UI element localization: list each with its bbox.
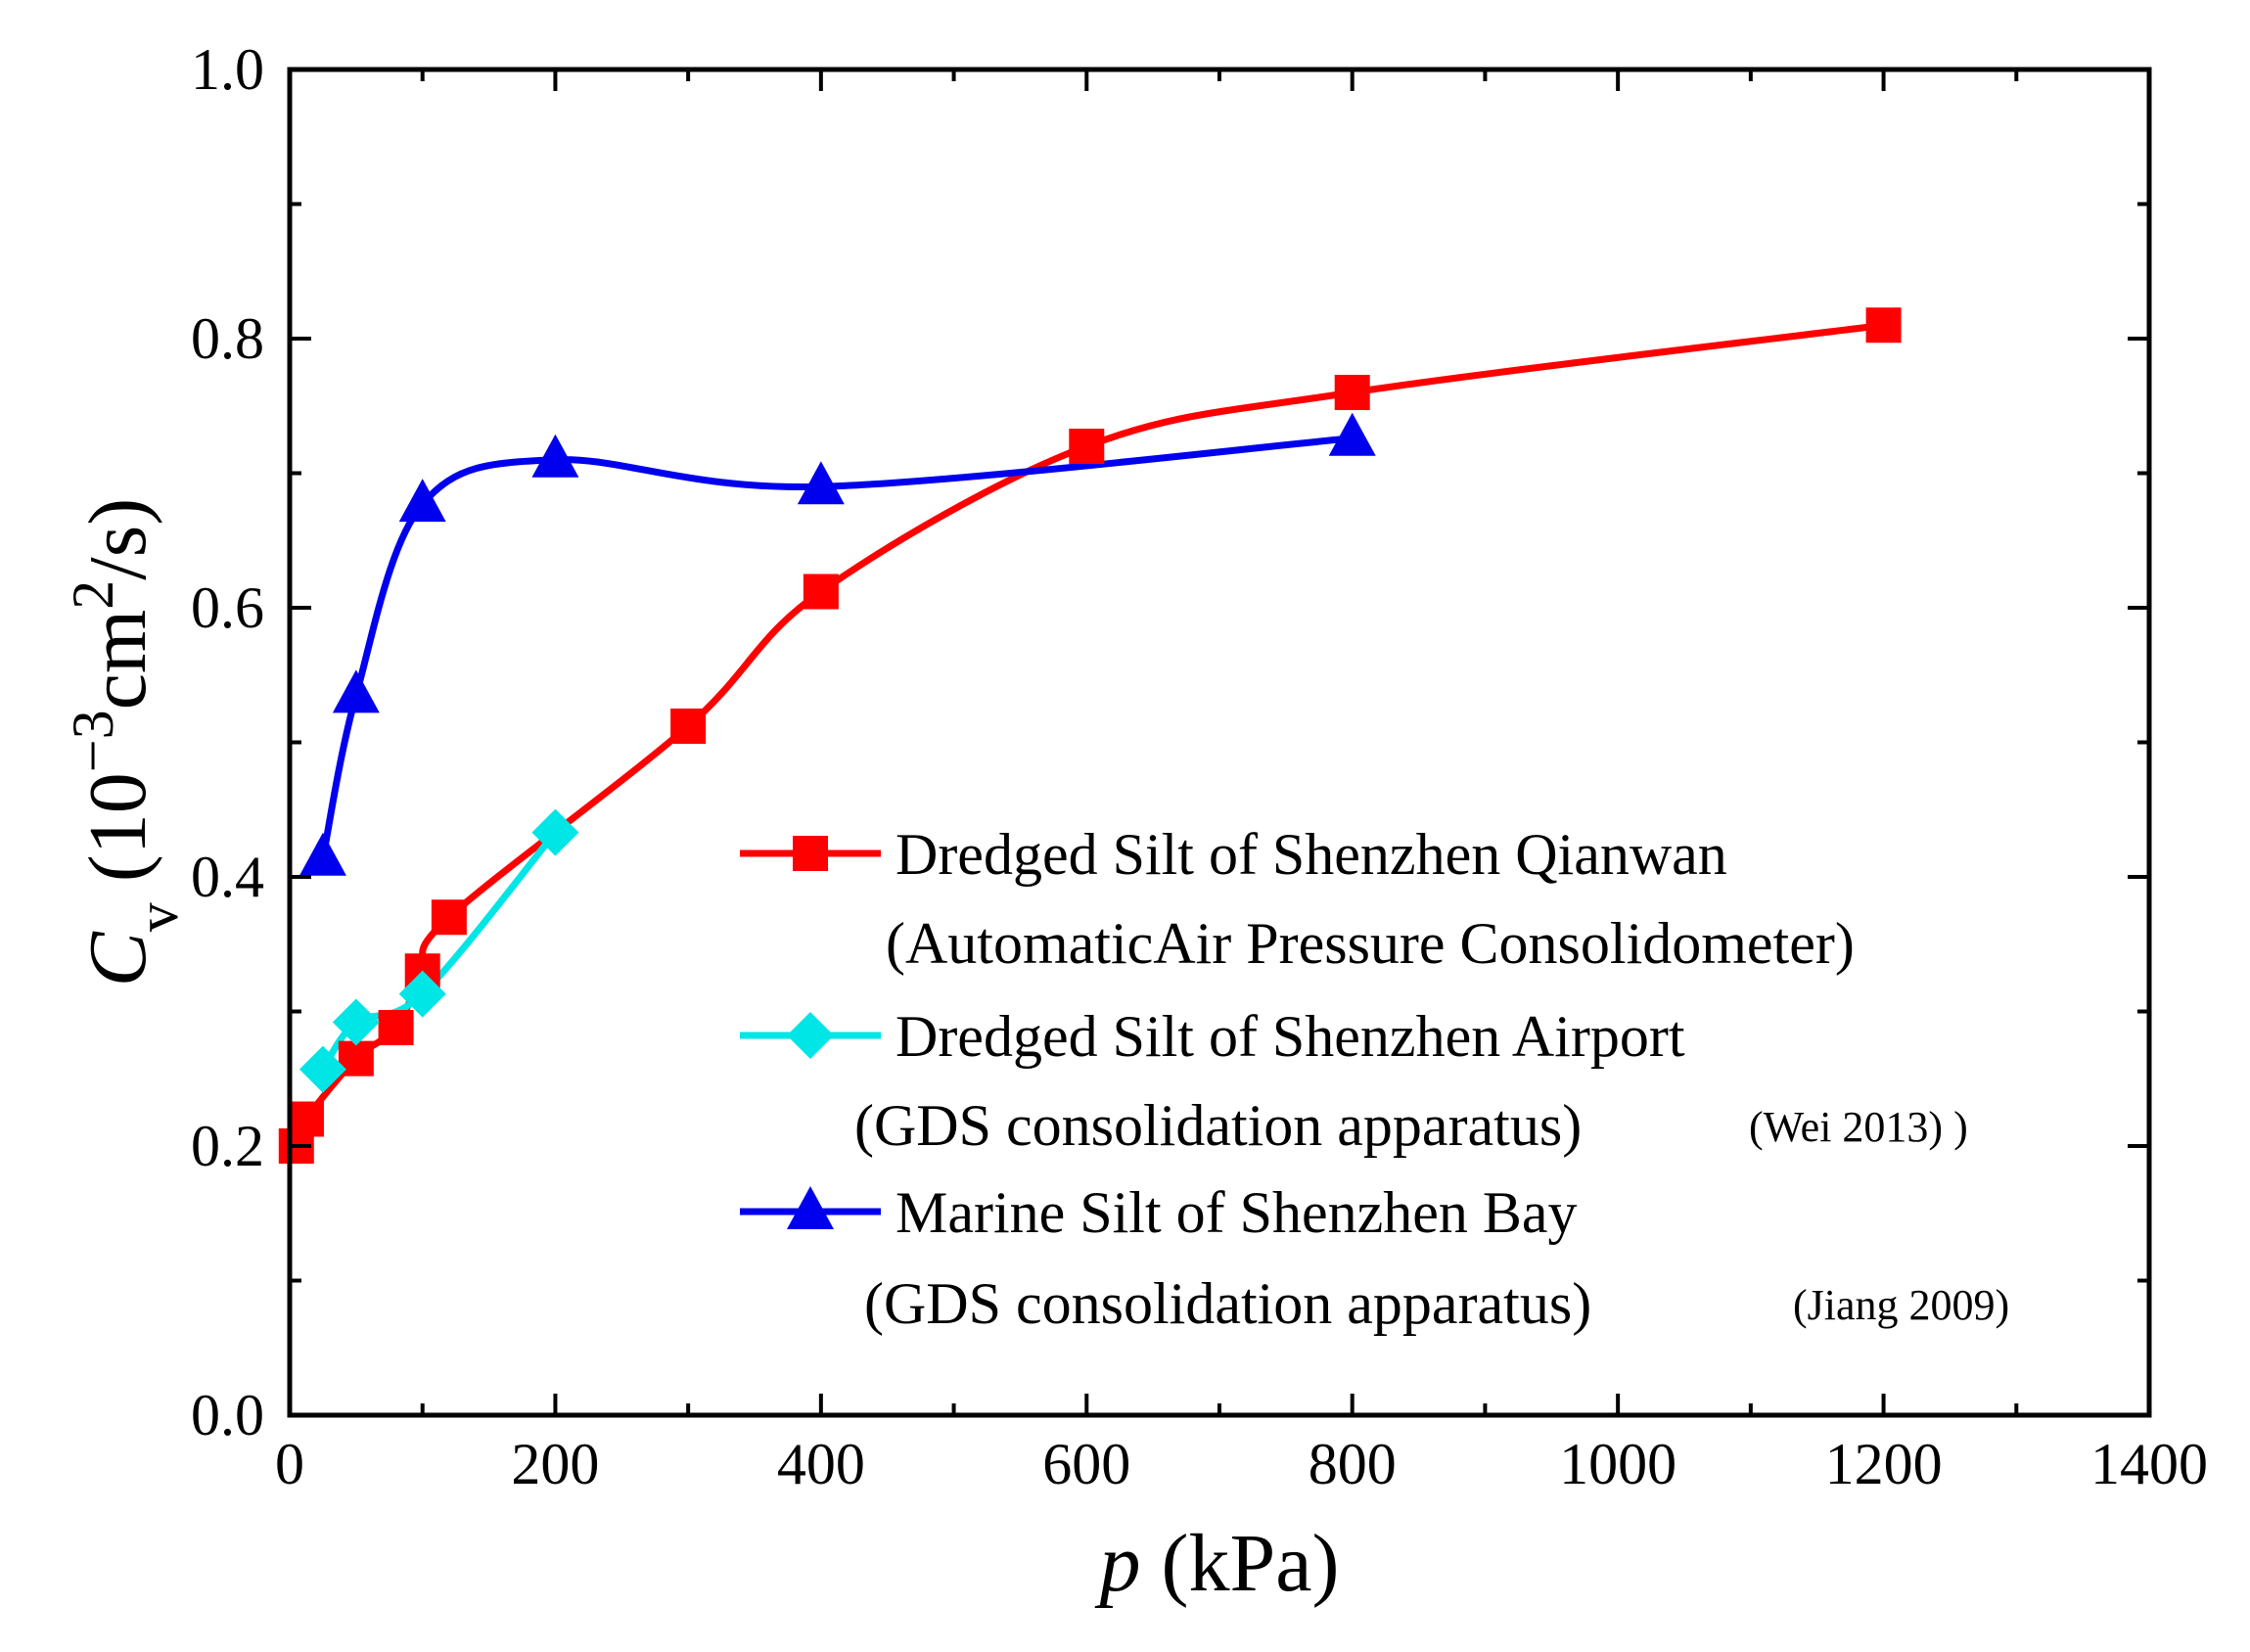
- legend: Dredged Silt of Shenzhen Qianwan (Automa…: [740, 822, 2009, 1336]
- data-point-airport: [332, 998, 380, 1046]
- y-tick-label: 0.2: [191, 1114, 264, 1178]
- data-point-qianwan: [1865, 307, 1902, 344]
- x-tick-label: 1400: [2090, 1432, 2208, 1496]
- y-axis-title: Cv (10−3cm2/s): [61, 498, 190, 987]
- data-point-qianwan: [1334, 375, 1370, 410]
- x-axis-title: p (kPa): [1095, 1518, 1340, 1609]
- data-point-qianwan: [288, 1101, 324, 1137]
- legend-marker-airport: [787, 1012, 834, 1059]
- data-point-bay: [531, 434, 579, 478]
- legend-note-qianwan: (AutomaticAir Pressure Consolidometer): [886, 911, 1855, 976]
- y-tick-label: 0.4: [191, 845, 264, 909]
- legend-citation-bay: (Jiang 2009): [1793, 1281, 2009, 1329]
- y-axis-title-exponent: −3: [61, 710, 125, 772]
- legend-label-airport: Dredged Silt of Shenzhen Airport: [895, 1004, 1685, 1069]
- legend-label-qianwan: Dredged Silt of Shenzhen Qianwan: [895, 822, 1727, 887]
- x-tick-label: 600: [1042, 1432, 1130, 1496]
- x-tick-label: 0: [275, 1432, 304, 1496]
- data-point-airport: [398, 970, 446, 1018]
- legend-note-airport: (GDS consolidation apparatus): [854, 1093, 1582, 1158]
- data-point-qianwan: [431, 899, 467, 936]
- tick-labels: 0 200 400 600 800 1000 1200 1400 0.0 0.2 0.4 0.6 0.8…: [191, 37, 2208, 1496]
- legend-note-bay: (GDS consolidation apparatus): [864, 1271, 1591, 1336]
- y-tick-label: 1.0: [191, 37, 264, 102]
- x-tick-label: 1200: [1825, 1432, 1943, 1496]
- x-axis-title-unit: (kPa): [1141, 1518, 1340, 1609]
- legend-marker-qianwan: [793, 836, 828, 871]
- data-point-qianwan: [803, 574, 839, 610]
- legend-marker-bay: [787, 1186, 834, 1229]
- x-tick-label: 400: [777, 1432, 865, 1496]
- legend-label-bay: Marine Silt of Shenzhen Bay: [895, 1180, 1578, 1245]
- data-point-qianwan: [378, 1010, 414, 1045]
- y-axis-title-subscript: v: [125, 902, 190, 932]
- y-axis-title-square: 2: [61, 580, 125, 610]
- data-point-bay: [332, 669, 380, 713]
- axis-ticks: [288, 68, 2151, 1417]
- x-tick-label: 1000: [1559, 1432, 1676, 1496]
- y-axis-title-text3: /s): [72, 498, 163, 580]
- y-axis-title-symbol: C: [72, 931, 163, 987]
- data-point-airport: [298, 1045, 346, 1093]
- series-markers: [278, 307, 1902, 1164]
- y-tick-label: 0.0: [191, 1383, 264, 1447]
- data-point-airport: [531, 808, 579, 856]
- data-point-bay: [398, 479, 446, 523]
- x-axis-title-symbol: p: [1095, 1518, 1141, 1609]
- y-axis-title-text1: (10: [72, 772, 163, 902]
- y-tick-label: 0.8: [191, 306, 264, 371]
- x-tick-label: 800: [1309, 1432, 1397, 1496]
- x-tick-label: 200: [511, 1432, 599, 1496]
- data-point-qianwan: [1069, 429, 1105, 464]
- data-point-bay: [1328, 412, 1376, 456]
- legend-citation-airport: (Wei 2013) ): [1749, 1103, 1968, 1151]
- y-tick-label: 0.6: [191, 575, 264, 640]
- series-line-airport: [319, 830, 559, 1072]
- data-point-qianwan: [670, 709, 707, 744]
- y-axis-title-text2: cm: [72, 610, 163, 711]
- data-point-bay: [797, 461, 845, 505]
- data-point-bay: [298, 832, 346, 876]
